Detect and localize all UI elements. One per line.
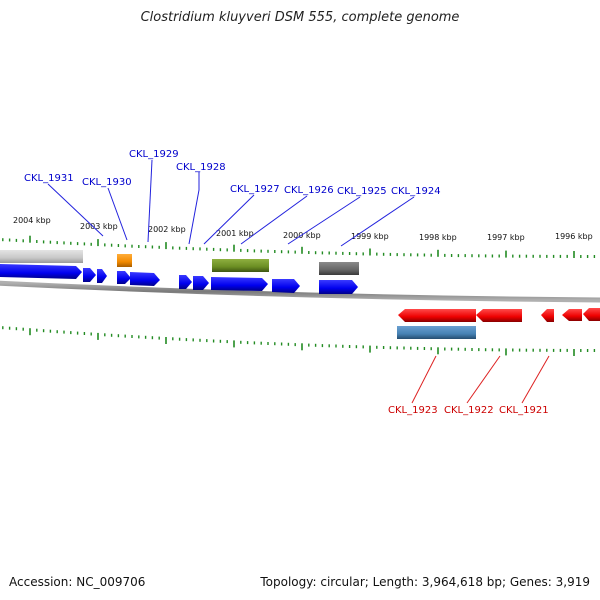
gene-label-ckl-1925[interactable]: CKL_1925 [337, 186, 387, 197]
kbp-label-1998: 1998 kbp [419, 233, 457, 242]
forward-cds-arrow[interactable] [211, 277, 268, 291]
forward-cds-arrow[interactable] [193, 276, 209, 290]
forward-cds-arrow[interactable] [272, 279, 300, 293]
accession-label: Accession: NC_009706 [9, 575, 146, 589]
forward-feature-track [0, 250, 359, 275]
genome-summary: Topology: circular; Length: 3,964,618 bp… [260, 575, 590, 589]
kbp-label-2001: 2001 kbp [216, 229, 254, 238]
reverse-cds-arrow[interactable] [398, 309, 476, 322]
gene-label-ckl-1924[interactable]: CKL_1924 [391, 186, 441, 197]
feature-lightgray[interactable] [0, 250, 83, 263]
forward-leader-lines [47, 159, 415, 247]
forward-cds-arrow[interactable] [97, 269, 107, 283]
reverse-cds-arrow[interactable] [562, 309, 582, 321]
gene-label-ckl-1923[interactable]: CKL_1923 [388, 405, 438, 416]
kbp-label-2003: 2003 kbp [80, 222, 118, 231]
scale-ticks-top [2, 235, 596, 258]
kbp-label-2002: 2002 kbp [148, 225, 186, 234]
gene-label-ckl-1928[interactable]: CKL_1928 [176, 162, 226, 173]
kbp-label-2004: 2004 kbp [13, 216, 51, 225]
kbp-label-1999: 1999 kbp [351, 232, 389, 241]
gene-label-ckl-1922[interactable]: CKL_1922 [444, 405, 494, 416]
feature-gray[interactable] [319, 262, 359, 275]
gene-label-ckl-1927[interactable]: CKL_1927 [230, 184, 280, 195]
forward-cds-arrow[interactable] [319, 280, 358, 294]
gene-label-ckl-1930[interactable]: CKL_1930 [82, 177, 132, 188]
forward-cds-track [0, 264, 358, 294]
reverse-cds-track [398, 308, 600, 322]
forward-cds-arrow[interactable] [0, 264, 82, 279]
genome-title: Clostridium kluyveri DSM 555, complete g… [140, 10, 460, 25]
scale-labels: 2004 kbp 2003 kbp 2002 kbp 2001 kbp 2000… [13, 216, 593, 242]
forward-cds-arrow[interactable] [83, 268, 96, 282]
forward-cds-arrow[interactable] [179, 275, 192, 289]
gene-label-ckl-1929[interactable]: CKL_1929 [129, 149, 179, 160]
forward-gene-labels: CKL_1931 CKL_1930 CKL_1929 CKL_1928 CKL_… [24, 149, 441, 197]
forward-cds-arrow[interactable] [130, 272, 160, 286]
gene-label-ckl-1931[interactable]: CKL_1931 [24, 173, 74, 184]
reverse-cds-arrow[interactable] [476, 309, 522, 322]
kbp-label-1996: 1996 kbp [555, 232, 593, 241]
gene-label-ckl-1921[interactable]: CKL_1921 [499, 405, 549, 416]
reverse-cds-arrow[interactable] [583, 308, 600, 321]
gene-label-ckl-1926[interactable]: CKL_1926 [284, 185, 334, 196]
reverse-feature-track [397, 326, 476, 339]
reverse-leader-lines [411, 355, 550, 404]
scale-ticks-bottom [2, 326, 596, 356]
genome-backbone [0, 280, 600, 303]
kbp-label-1997: 1997 kbp [487, 233, 525, 242]
reverse-gene-labels: CKL_1923 CKL_1922 CKL_1921 [388, 405, 549, 416]
reverse-cds-arrow[interactable] [541, 309, 554, 322]
feature-steelblue[interactable] [397, 326, 476, 339]
forward-cds-arrow[interactable] [117, 271, 131, 284]
feature-green[interactable] [212, 259, 269, 272]
feature-orange[interactable] [117, 254, 132, 267]
